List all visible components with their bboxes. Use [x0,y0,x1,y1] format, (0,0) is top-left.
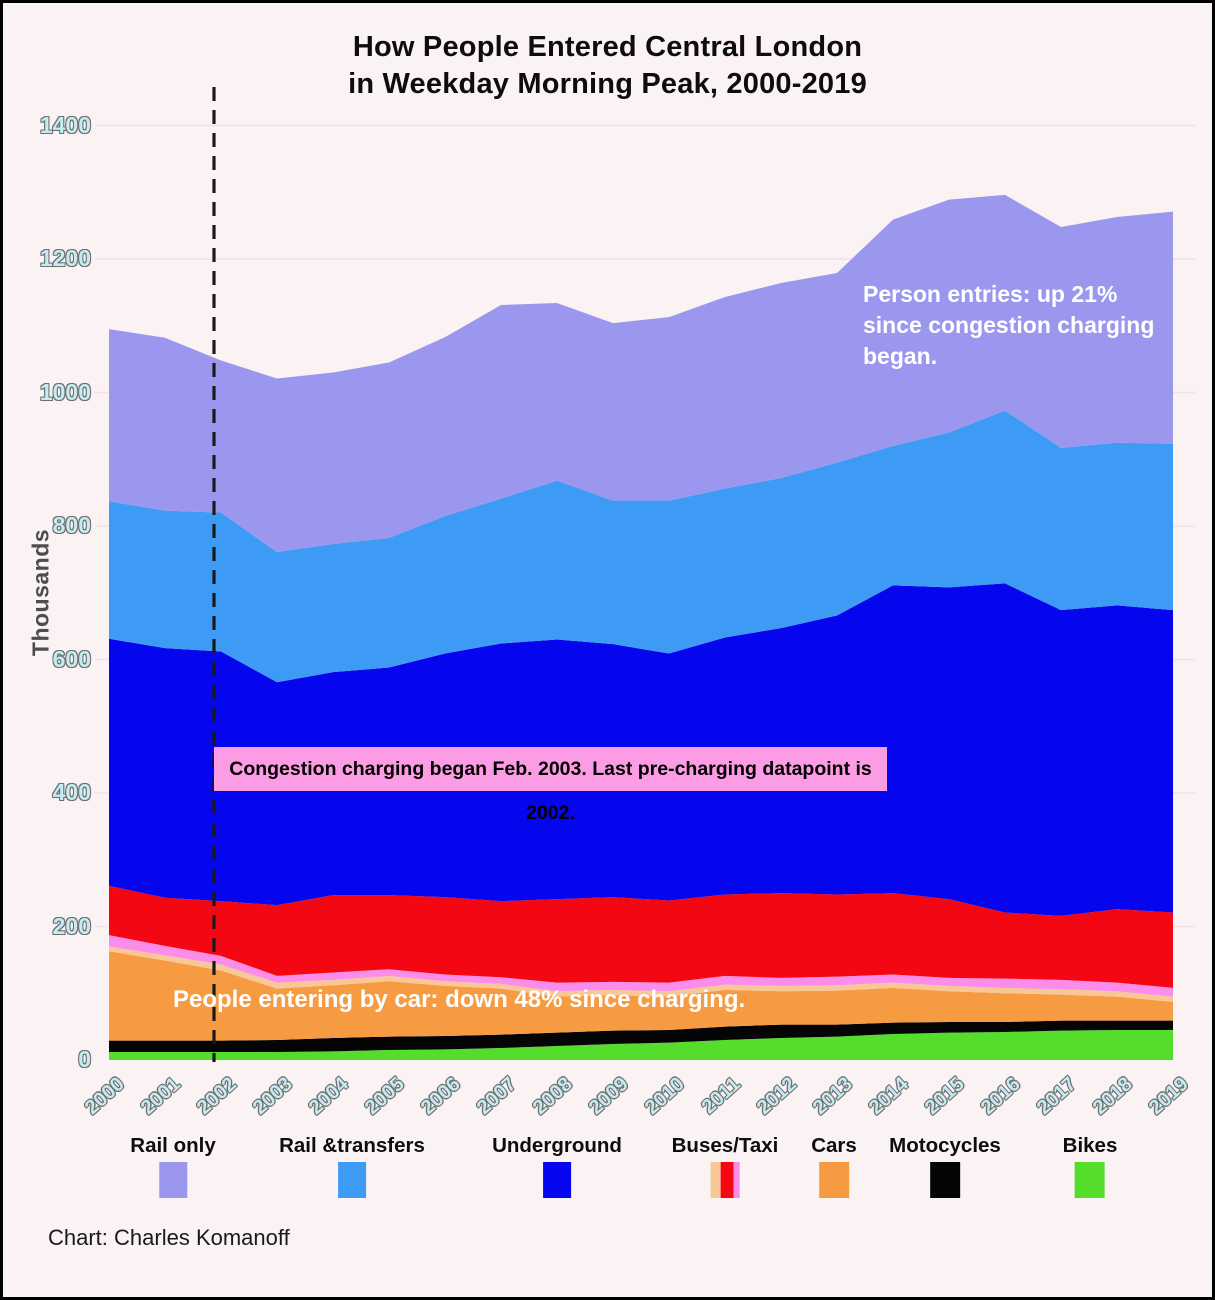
y-tick-0: 0 [78,1046,91,1072]
legend-item-rail-transfers: Rail &transfers [279,1134,425,1198]
legend-label: Rail &transfers [279,1134,425,1157]
layer-cars [109,951,1173,1041]
legend-swatch-stripe [1075,1162,1105,1198]
legend-swatch-stripe [710,1162,721,1198]
legend-item-bikes: Bikes [1062,1134,1118,1198]
legend-label: Motocycles [889,1134,1001,1157]
y-tick-600: 600 [52,645,91,672]
legend-item-buses-taxi: Buses/Taxi [671,1134,779,1198]
layer-buses [109,885,1173,988]
y-tick-1400: 1400 [39,111,91,138]
legend-item-motocycles: Motocycles [889,1134,1001,1198]
legend-swatch-stripe [733,1162,740,1198]
layer-motocycles [109,1020,1173,1052]
legend-swatch [811,1162,857,1198]
layer-taxi-peach- [109,946,1173,1002]
chart-legend: Rail only Rail &transfers Underground Buses… [3,1134,1212,1204]
chart-title-line2: in Weekday Morning Peak, 2000-2019 [348,68,867,100]
legend-swatch-stripe [930,1162,960,1198]
layer-rail-transfers [109,410,1173,683]
legend-swatch-stripe [338,1162,366,1198]
legend-swatch [492,1162,622,1198]
legend-swatch [130,1162,215,1198]
y-tick-200: 200 [52,912,91,939]
legend-label: Underground [492,1134,622,1157]
legend-label: Buses/Taxi [671,1134,779,1157]
legend-swatch-stripe [159,1162,187,1198]
annotation-car-note: People entering by car: down 48% since c… [173,986,746,1013]
chart-title: How People Entered Central London in Wee… [3,29,1212,103]
legend-swatch [279,1162,425,1198]
legend-label: Bikes [1062,1134,1118,1157]
y-tick-1200: 1200 [39,245,91,271]
y-tick-400: 400 [52,779,91,805]
legend-swatch-stripe [720,1162,734,1198]
chart-title-line1: How People Entered Central London [352,31,863,63]
layer-taxi-pink- [109,935,1173,997]
y-tick-800: 800 [52,512,91,538]
layer-bikes [109,1029,1173,1060]
chart-credit: Chart: Charles Komanoff [48,1225,290,1250]
legend-swatch [889,1162,1001,1198]
legend-item-cars: Cars [811,1134,857,1198]
legend-swatch [1063,1162,1118,1198]
annotation-congestion-box: Congestion charging began Feb. 2003. Las… [214,747,887,824]
legend-item-underground: Underground [492,1134,622,1198]
layer-rail-only [109,194,1173,553]
legend-swatch [672,1162,779,1198]
annotation-person-entries: Person entries: up 21% since congestion … [863,281,1155,369]
legend-label: Rail only [130,1134,216,1157]
legend-swatch-stripe [542,1162,571,1198]
legend-label: Cars [811,1134,857,1157]
legend-swatch-stripe [819,1162,849,1198]
y-tick-1000: 1000 [39,378,91,405]
legend-item-rail-only: Rail only [130,1134,216,1198]
